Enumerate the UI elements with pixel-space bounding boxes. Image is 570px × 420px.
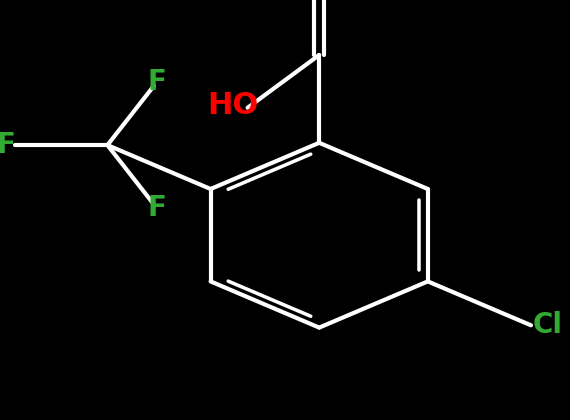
Text: F: F	[147, 68, 166, 97]
Text: HO: HO	[207, 91, 259, 120]
Text: Cl: Cl	[533, 311, 563, 339]
Text: F: F	[0, 131, 15, 159]
Text: F: F	[147, 194, 166, 222]
